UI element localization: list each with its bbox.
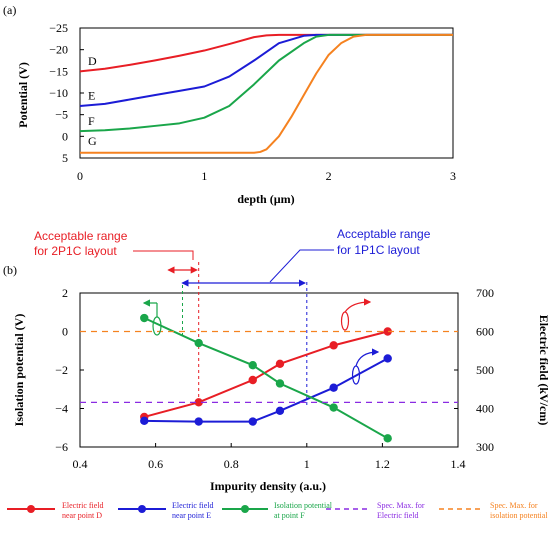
series-line-G xyxy=(80,33,453,154)
y-axis-label-a: Potential (V) xyxy=(16,62,30,128)
legend: Electric field near point D Electric fiel… xyxy=(7,501,548,520)
y-axis-label-right-b: Electric field (kV/cm) xyxy=(537,315,550,426)
data-point-b-2 xyxy=(194,338,203,348)
x-axis-label-b: Impurity density (a.u.) xyxy=(210,479,326,493)
y-tick-label-a: −5 xyxy=(55,108,68,122)
plot-frame-a xyxy=(79,27,454,159)
annotation-2p1c-line1: Acceptable range xyxy=(34,229,128,243)
series-label-G: G xyxy=(88,134,97,148)
red-axis-indicator xyxy=(340,298,372,331)
y-left-tick-label-b: −2 xyxy=(55,363,68,377)
data-point-b-0 xyxy=(329,341,338,350)
legend-label-purple: Spec. Max. for Electric field xyxy=(377,501,425,520)
y-right-tick-label-b: 700 xyxy=(476,286,494,300)
annotation-1p1c-line1: Acceptable range xyxy=(337,227,431,241)
x-axis-label-a: depth (µm) xyxy=(237,192,294,206)
series-line-E xyxy=(79,33,453,107)
blue-axis-indicator xyxy=(351,348,380,385)
legend-item-orange: Spec. Max. for isolation potential xyxy=(439,501,548,520)
x-tick-label-b: 1 xyxy=(304,457,310,471)
panel-label-b: (b) xyxy=(3,263,17,277)
series-line-b-1 xyxy=(144,357,389,423)
y-tick-label-a: −25 xyxy=(49,21,68,35)
series-label-D: D xyxy=(88,54,97,68)
chart-a: (a) depth (µm) Potential (V) 0 1 2 3 −25 −20… xyxy=(3,3,456,206)
y-left-tick-label-b: 2 xyxy=(62,286,68,300)
data-point-b-0 xyxy=(248,375,257,385)
y-right-tick-label-b: 400 xyxy=(476,402,494,416)
series-label-F: F xyxy=(88,114,95,128)
legend-label-orange: Spec. Max. for isolation potential xyxy=(490,501,548,520)
annotation-2p1c-line2: for 2P1C layout xyxy=(34,244,117,258)
data-point-b-1 xyxy=(194,417,203,426)
data-point-b-1 xyxy=(248,417,257,426)
data-point-b-0 xyxy=(383,327,392,336)
legend-item-green: Isolation potential at point F xyxy=(222,501,333,520)
x-tick-label-b: 0.6 xyxy=(148,457,163,471)
data-point-b-2 xyxy=(248,360,257,370)
data-point-b-2 xyxy=(329,403,338,412)
y-tick-label-a: 5 xyxy=(62,151,68,165)
data-point-b-2 xyxy=(383,434,392,443)
x-tick-label-b: 1.4 xyxy=(451,457,466,471)
data-point-b-1 xyxy=(383,354,392,363)
legend-label-red-1: Electric field near point D xyxy=(62,501,104,520)
y-left-tick-label-b: 0 xyxy=(62,325,68,339)
legend-item-purple: Spec. Max. for Electric field xyxy=(326,501,425,520)
chart-b: (b) Impurity density (a.u.) Isolation po… xyxy=(3,227,550,493)
data-point-b-0 xyxy=(194,398,203,407)
y-tick-label-a: 0 xyxy=(62,129,68,143)
x-tick-label-a: 3 xyxy=(450,169,456,183)
data-point-b-0 xyxy=(275,359,285,369)
y-tick-label-a: −10 xyxy=(49,86,68,100)
data-point-b-1 xyxy=(140,416,149,426)
legend-label-green: Isolation potential at point F xyxy=(274,501,333,520)
data-point-b-1 xyxy=(329,383,338,392)
y-left-tick-label-b: −6 xyxy=(55,440,68,454)
series-line-b-0 xyxy=(144,330,388,418)
annotation-1p1c-line2: for 1P1C layout xyxy=(337,243,420,257)
legend-label-blue: Electric field near point E xyxy=(172,501,214,520)
legend-item-red: Electric field near point D xyxy=(7,501,104,520)
series-line-F xyxy=(79,33,453,133)
x-tick-label-b: 0.4 xyxy=(73,457,88,471)
series-label-E: E xyxy=(88,89,95,103)
data-point-b-2 xyxy=(140,313,149,323)
data-point-b-1 xyxy=(275,406,285,416)
x-tick-label-a: 1 xyxy=(201,169,207,183)
annotation-1p1c: Acceptable range for 1P1C layout xyxy=(269,227,431,283)
series-line-D xyxy=(79,33,453,73)
y-right-tick-label-b: 600 xyxy=(476,325,494,339)
y-right-tick-label-b: 300 xyxy=(476,440,494,454)
y-tick-label-a: −15 xyxy=(49,64,68,78)
annotation-2p1c: Acceptable range for 2P1C layout xyxy=(34,229,194,260)
data-point-b-2 xyxy=(275,379,285,388)
x-tick-label-b: 1.2 xyxy=(375,457,390,471)
legend-item-blue: Electric field near point E xyxy=(118,501,214,520)
y-left-tick-label-b: −4 xyxy=(55,402,68,416)
green-axis-indicator xyxy=(144,303,162,336)
panel-label-a: (a) xyxy=(3,3,16,17)
y-tick-label-a: −20 xyxy=(49,43,68,57)
y-right-tick-label-b: 500 xyxy=(476,363,494,377)
x-tick-label-a: 2 xyxy=(326,169,332,183)
series-line-b-2 xyxy=(143,317,389,440)
x-tick-label-b: 0.8 xyxy=(224,457,239,471)
x-tick-label-a: 0 xyxy=(77,169,83,183)
y-axis-label-left-b: Isolation potential (V) xyxy=(12,314,26,427)
